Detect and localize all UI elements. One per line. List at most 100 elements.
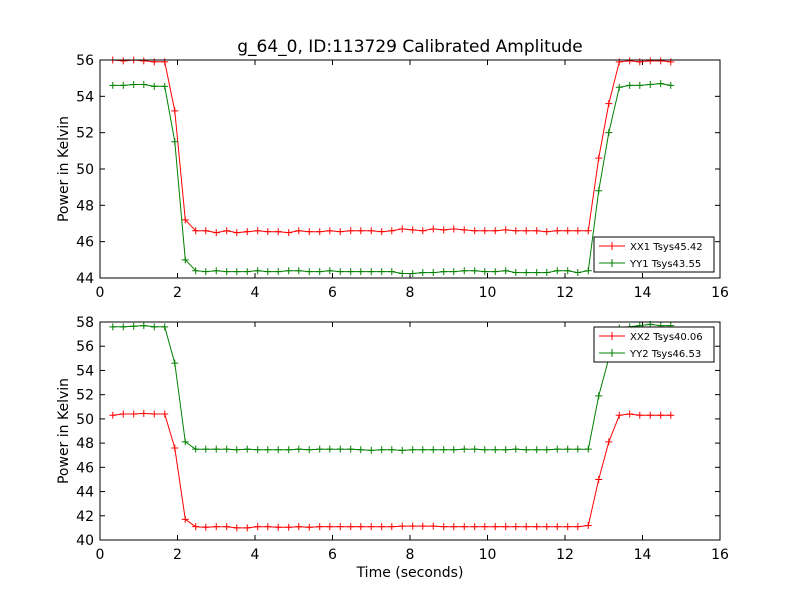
y-tick-label: 52 <box>76 388 94 404</box>
data-point-marker <box>316 228 324 236</box>
data-point-marker <box>657 411 665 419</box>
data-point-marker <box>460 267 468 275</box>
data-point-marker <box>429 225 437 233</box>
y-tick-label: 48 <box>76 436 94 452</box>
data-point-marker <box>481 446 489 454</box>
top-plot-area <box>109 56 675 277</box>
data-point-marker <box>243 524 251 532</box>
data-point-marker <box>471 445 479 453</box>
data-point-marker <box>181 515 189 523</box>
data-point-marker <box>305 268 313 276</box>
data-point-marker <box>553 523 561 531</box>
data-point-marker <box>440 226 448 234</box>
data-point-marker <box>295 445 303 453</box>
data-point-marker <box>274 228 282 236</box>
data-point-marker <box>130 81 138 89</box>
data-point-marker <box>357 446 365 454</box>
data-point-marker <box>171 138 179 146</box>
data-point-marker <box>491 227 499 235</box>
data-point-marker <box>564 445 572 453</box>
data-point-marker <box>512 227 520 235</box>
data-point-marker <box>429 269 437 277</box>
data-point-marker <box>388 227 396 235</box>
data-point-marker <box>398 225 406 233</box>
data-point-marker <box>378 268 386 276</box>
data-point-marker <box>367 523 375 531</box>
data-point-marker <box>460 226 468 234</box>
data-point-marker <box>264 523 272 531</box>
data-point-marker <box>440 523 448 531</box>
data-point-marker <box>595 475 603 483</box>
x-tick-label: 8 <box>406 547 415 563</box>
data-point-marker <box>119 410 127 418</box>
x-tick-label: 14 <box>634 285 652 301</box>
legend-label-yy2: YY2 Tsys46.53 <box>629 349 701 360</box>
data-point-marker <box>615 58 623 66</box>
data-point-marker <box>285 446 293 454</box>
y-tick-label: 58 <box>76 315 94 331</box>
data-point-marker <box>388 523 396 531</box>
data-point-marker <box>212 267 220 275</box>
x-tick-label: 10 <box>479 285 497 301</box>
data-point-marker <box>233 268 241 276</box>
data-point-marker <box>140 81 148 89</box>
data-point-marker <box>667 81 675 89</box>
x-tick-label: 6 <box>328 285 337 301</box>
data-point-marker <box>584 227 592 235</box>
data-point-marker <box>150 82 158 90</box>
bottom-y-axis-label: Power in Kelvin <box>56 378 72 484</box>
data-point-marker <box>223 523 231 531</box>
data-point-marker <box>646 81 654 89</box>
chart-title: g_64_0, ID:113729 Calibrated Amplitude <box>237 37 583 57</box>
data-point-marker <box>512 269 520 277</box>
data-point-marker <box>491 268 499 276</box>
bottom-subplot: Power in Kelvin Time (seconds) 0 2 4 6 8 10 12… <box>56 315 729 581</box>
data-point-marker <box>202 227 210 235</box>
data-point-marker <box>615 411 623 419</box>
data-point-marker <box>460 523 468 531</box>
data-point-marker <box>285 229 293 237</box>
data-point-marker <box>626 81 634 89</box>
data-point-marker <box>233 524 241 532</box>
data-point-marker <box>212 445 220 453</box>
data-point-marker <box>223 445 231 453</box>
data-point-marker <box>161 58 169 66</box>
data-point-marker <box>285 523 293 531</box>
data-point-marker <box>130 410 138 418</box>
data-point-marker <box>347 227 355 235</box>
data-point-marker <box>553 445 561 453</box>
data-point-marker <box>481 227 489 235</box>
data-point-marker <box>171 359 179 367</box>
data-point-marker <box>336 445 344 453</box>
data-point-marker <box>398 522 406 530</box>
data-point-marker <box>130 322 138 330</box>
data-point-marker <box>295 267 303 275</box>
data-point-marker <box>212 523 220 531</box>
data-point-marker <box>522 523 530 531</box>
data-point-marker <box>471 227 479 235</box>
data-point-marker <box>202 268 210 276</box>
bottom-legend-box <box>593 326 715 363</box>
x-tick-label: 10 <box>479 547 497 563</box>
data-point-marker <box>119 323 127 331</box>
data-point-marker <box>388 268 396 276</box>
data-point-marker <box>109 323 117 331</box>
data-point-marker <box>326 445 334 453</box>
legend-label-yy1: YY1 Tsys43.55 <box>629 259 701 270</box>
data-point-marker <box>109 81 117 89</box>
bottom-plot-area <box>109 320 675 532</box>
y-tick-label: 44 <box>76 485 94 501</box>
x-tick-label: 2 <box>173 547 182 563</box>
top-y-axis-label: Power in Kelvin <box>56 116 72 222</box>
data-point-marker <box>274 446 282 454</box>
data-point-marker <box>254 446 262 454</box>
data-point-marker <box>636 81 644 89</box>
data-point-marker <box>254 523 262 531</box>
top-subplot: g_64_0, ID:113729 Calibrated Amplitude P… <box>56 37 729 301</box>
data-point-marker <box>357 523 365 531</box>
data-point-marker <box>285 267 293 275</box>
data-point-marker <box>471 267 479 275</box>
data-point-marker <box>605 129 613 137</box>
x-tick-label: 4 <box>251 285 260 301</box>
